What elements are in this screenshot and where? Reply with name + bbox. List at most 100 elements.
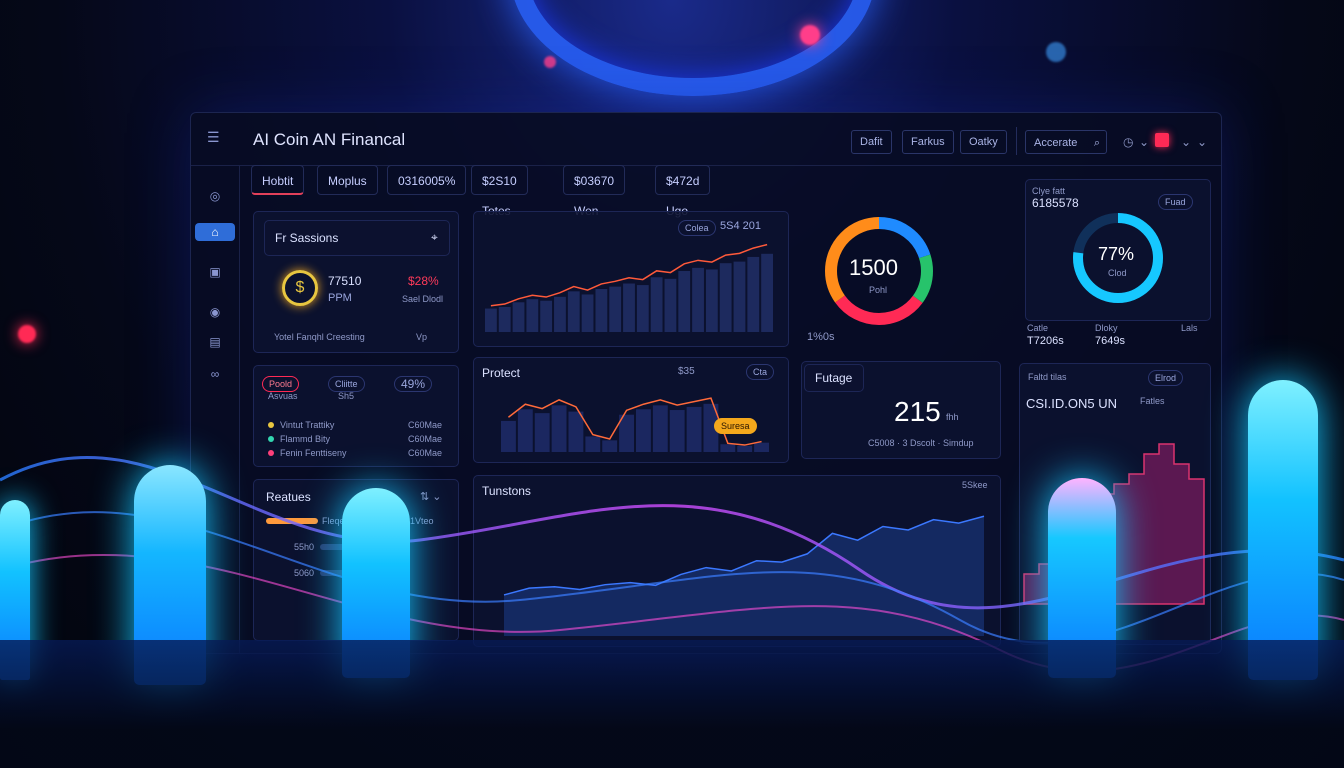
chart-bar (526, 299, 539, 332)
chart-bar (720, 444, 736, 452)
protect-badge[interactable]: Cta (746, 364, 775, 380)
sidebar: ◎ ⌂ ▣ ◉ ▤ ∞ (191, 165, 240, 653)
feature-label: 55h0 (294, 542, 315, 552)
link-icon[interactable]: ∞ (210, 367, 220, 381)
chart-bar (602, 440, 618, 452)
topbar-button-1[interactable]: Dafit (851, 130, 892, 154)
coin-icon[interactable]: ◎ (209, 189, 221, 203)
stat-label: Dloky (1095, 323, 1118, 333)
sort-icon[interactable]: ⇅ ⌄ (420, 491, 442, 503)
filter-chip-sub: Asvuas (268, 391, 298, 401)
topbar-button-2[interactable]: Farkus (902, 130, 954, 154)
protect-tag[interactable]: Suresa (714, 418, 757, 434)
legend-label: Flammd Bity (280, 434, 331, 444)
glow-dot (1046, 42, 1066, 62)
protect-value: $35 (678, 366, 695, 377)
sessions-header: Fr Sassions ⌖ (264, 220, 450, 256)
chart-bar (650, 277, 663, 332)
home-icon[interactable]: ⌂ (195, 223, 235, 241)
sessions-change-label: Sael Dlodl (402, 294, 444, 304)
futage-title-box: Futage (804, 364, 864, 392)
user-icon[interactable]: ◉ (209, 305, 221, 319)
background-ring (510, 0, 876, 96)
right-donut-sub: Clod (1108, 268, 1127, 278)
chevron-down-icon[interactable]: ⌄ (1197, 135, 1208, 149)
tab-percent[interactable]: 0316005% (387, 165, 467, 195)
turnstons-corner: 5Skee (962, 480, 988, 490)
chart-bar (609, 286, 622, 332)
tab-totes[interactable]: $2S10 Totes (471, 165, 528, 218)
donut-slice (825, 217, 933, 325)
donut-slice (825, 217, 933, 325)
futage-card: Futage 215 fhh C5008 · 3 Dscolt · Simdup (801, 361, 1001, 459)
filter-chip-1[interactable]: Poold (262, 376, 300, 392)
turnstons-area-chart (503, 515, 985, 636)
filter-chip-2[interactable]: Cliitte (328, 376, 365, 392)
chart-bar (581, 294, 594, 332)
notification-icon[interactable] (1155, 133, 1169, 147)
chart-bar (737, 445, 753, 452)
top-bar: ☰ AI Coin AN Financal Dafit Farkus Oatky… (191, 113, 1221, 166)
sessions-card: Fr Sassions ⌖ $ 77510 PPM $28% Sael Dlod… (253, 211, 459, 353)
legend-value: C60Mae (408, 448, 443, 458)
chart-bar (754, 442, 769, 452)
right-badge[interactable]: Fuad (1158, 194, 1193, 210)
price-chart-card: Colea 5S4 201 (473, 211, 789, 347)
sessions-unit: PPM (328, 292, 352, 304)
chart-bar (669, 410, 685, 452)
legend-value: C60Mae (408, 434, 443, 444)
chart-bar (512, 302, 525, 332)
pin-icon[interactable]: ⌖ (431, 230, 438, 244)
filter-chip-3[interactable]: 49% (394, 376, 433, 392)
chart-bar (498, 306, 511, 332)
sessions-footer-right: Vp (416, 332, 428, 342)
topbar-button-3[interactable]: Oatky (960, 130, 1007, 154)
chart-bar (501, 420, 516, 452)
document-icon[interactable]: ▤ (209, 335, 221, 349)
chart-bar (636, 409, 651, 452)
chart-value: 5S4 201 (720, 220, 761, 232)
chart-bar (485, 308, 497, 332)
chart-line (490, 243, 768, 307)
chart-bar (664, 278, 677, 332)
menu-icon[interactable]: ☰ (207, 129, 220, 145)
tab-wen[interactable]: $03670 Wen (563, 165, 626, 218)
chart-bar (719, 263, 732, 332)
area-line (503, 515, 985, 596)
chart-badge[interactable]: Colea (678, 220, 716, 236)
chart-bar (636, 285, 649, 332)
donut-sub: Pohl (869, 285, 888, 295)
legend-dot (268, 436, 274, 442)
chevron-down-icon[interactable]: ⌄ (1181, 135, 1192, 149)
chevron-down-icon[interactable]: ⌄ (1139, 135, 1150, 149)
percent-donut (1073, 213, 1163, 303)
futage-value: 215 (894, 396, 941, 427)
search-field[interactable]: Accerate ⌕ (1025, 130, 1107, 154)
coin-badge-icon: $ (282, 270, 318, 306)
chart-bar (692, 267, 704, 332)
donut-card: 1500 Pohl 1%0s (801, 207, 941, 347)
chart-bar (567, 291, 580, 332)
feature-value: 1Vteo (410, 516, 434, 526)
app-title: AI Coin AN Financal (253, 130, 406, 149)
search-icon[interactable]: ⌕ (1093, 137, 1100, 149)
glow-dot (800, 25, 820, 45)
chart-bar (703, 403, 719, 452)
bars-sub: Fatles (1140, 396, 1165, 406)
settings-icon[interactable]: ◷ (1123, 135, 1134, 149)
chart-bar (534, 413, 550, 452)
tab-hobtit[interactable]: Hobtit (251, 165, 305, 195)
filter-chip-sub: Sh5 (338, 391, 355, 401)
tab-moplus[interactable]: Moplus (317, 165, 378, 195)
protect-title: Protect (482, 366, 521, 380)
chart-bar (540, 300, 553, 332)
legend-dot (268, 450, 274, 456)
wallet-icon[interactable]: ▣ (209, 265, 221, 279)
legend-value: C60Mae (408, 420, 443, 430)
turnstons-title: Tunstons (482, 484, 531, 498)
futage-footer: C5008 · 3 Dscolt · Simdup (868, 438, 974, 448)
bars-badge[interactable]: Elrod (1148, 370, 1184, 386)
chart-bar (585, 436, 601, 452)
tab-ugo[interactable]: $472d Ugo (655, 165, 711, 218)
chart-bar (678, 271, 691, 332)
